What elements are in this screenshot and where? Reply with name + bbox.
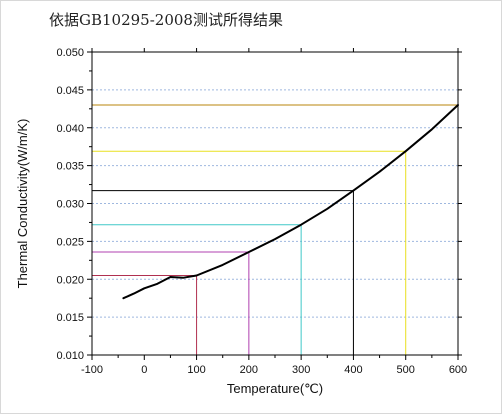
y-tick-label-1: 0.015	[56, 312, 84, 324]
x-tick-label-0: -100	[81, 364, 103, 376]
x-axis-title: Temperature(℃)	[227, 381, 323, 396]
page-title: 依据GB10295-2008测试所得结果	[49, 11, 283, 29]
x-tick-label-6: 500	[397, 364, 415, 376]
y-axis-title: Thermal Conductivity(W/m/K)	[15, 119, 30, 289]
x-tick-label-1: 0	[141, 364, 147, 376]
y-tick-label-2: 0.020	[56, 274, 84, 286]
x-tick-label-2: 100	[187, 364, 205, 376]
grid-lines	[92, 89, 458, 318]
x-tick-label-5: 400	[344, 364, 362, 376]
reference-lines	[92, 104, 459, 355]
x-tick-label-7: 600	[449, 364, 467, 376]
y-tick-label-7: 0.045	[56, 85, 84, 97]
y-tick-label-3: 0.025	[56, 236, 84, 248]
x-tick-label-4: 300	[292, 364, 310, 376]
series-line-0	[122, 104, 459, 300]
y-tick-label-4: 0.030	[56, 199, 84, 211]
y-tick-label-0: 0.010	[56, 350, 84, 362]
plot-frame	[91, 51, 459, 356]
tick-labels: -100 0 100 200 300 400 500 600 0.010 0.015 0.020 0.…	[56, 47, 467, 376]
y-tick-label-6: 0.040	[56, 123, 84, 135]
y-tick-label-8: 0.050	[56, 47, 84, 59]
y-tick-label-5: 0.035	[56, 161, 84, 173]
axes	[87, 48, 462, 360]
series-layer	[122, 104, 459, 300]
x-tick-label-3: 200	[240, 364, 258, 376]
